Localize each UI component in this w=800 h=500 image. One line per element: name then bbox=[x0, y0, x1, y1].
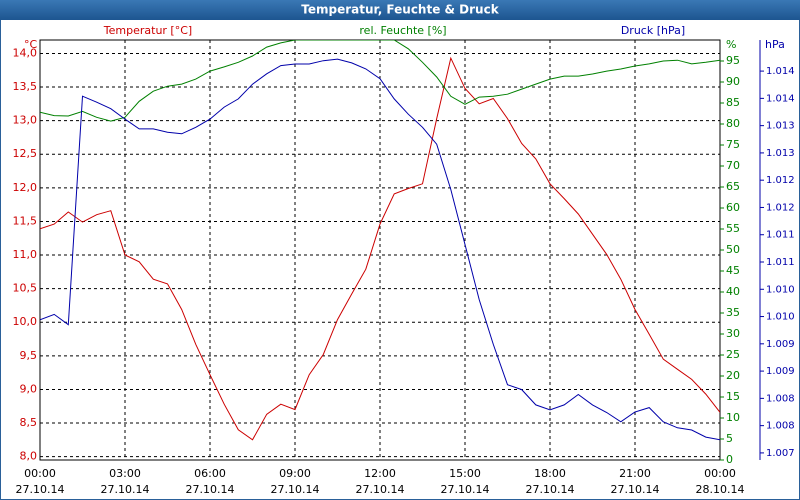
y3-tick-label: 1.014 bbox=[766, 93, 795, 104]
chart-title: Temperatur, Feuchte & Druck bbox=[301, 3, 499, 17]
y3-axis-title: Druck [hPa] bbox=[621, 24, 685, 37]
x-tick-label: 21:00 bbox=[619, 467, 651, 480]
x-tick-label: 15:00 bbox=[449, 467, 481, 480]
y-tick-label: 10,0 bbox=[13, 315, 38, 328]
y2-tick-label: 85 bbox=[726, 96, 740, 109]
x-tick-label: 06:00 bbox=[194, 467, 226, 480]
y2-tick-label: 75 bbox=[726, 138, 740, 151]
y3-tick-label: 1.013 bbox=[766, 121, 795, 132]
y3-tick-label: 1.014 bbox=[766, 66, 795, 77]
x-tick-label: 00:00 bbox=[704, 467, 736, 480]
y3-tick-label: 1.010 bbox=[766, 312, 795, 323]
y2-tick-label: 90 bbox=[726, 75, 740, 88]
x-tick-date: 27.10.14 bbox=[356, 483, 405, 496]
y-tick-label: 11,0 bbox=[13, 248, 38, 261]
x-tick-label: 00:00 bbox=[24, 467, 56, 480]
y2-tick-label: 25 bbox=[726, 348, 740, 361]
y2-unit: % bbox=[726, 38, 736, 51]
y-tick-label: 13,5 bbox=[13, 80, 38, 93]
y2-tick-label: 40 bbox=[726, 285, 740, 298]
y2-tick-label: 45 bbox=[726, 264, 740, 277]
y2-axis-title: rel. Feuchte [%] bbox=[359, 24, 446, 37]
y-tick-label: 12,5 bbox=[13, 147, 38, 160]
x-tick-date: 27.10.14 bbox=[526, 483, 575, 496]
y2-tick-label: 80 bbox=[726, 117, 740, 130]
y-tick-label: 14,0 bbox=[13, 46, 38, 59]
y2-tick-label: 70 bbox=[726, 159, 740, 172]
data-line bbox=[40, 58, 720, 441]
data-line bbox=[40, 40, 720, 122]
x-tick-label: 18:00 bbox=[534, 467, 566, 480]
y-tick-label: 13,0 bbox=[13, 114, 38, 127]
y2-tick-label: 30 bbox=[726, 327, 740, 340]
y2-tick-label: 5 bbox=[726, 432, 733, 445]
y3-unit: hPa bbox=[765, 38, 785, 51]
y3-tick-label: 1.011 bbox=[766, 230, 795, 241]
x-tick-date: 27.10.14 bbox=[441, 483, 490, 496]
y-tick-label: 8,5 bbox=[20, 416, 38, 429]
y3-tick-label: 1.008 bbox=[766, 393, 795, 404]
y2-tick-label: 15 bbox=[726, 390, 740, 403]
y2-tick-label: 50 bbox=[726, 243, 740, 256]
y2-tick-label: 60 bbox=[726, 201, 740, 214]
y2-tick-label: 20 bbox=[726, 369, 740, 382]
y-tick-label: 8,0 bbox=[20, 450, 38, 463]
x-tick-date: 27.10.14 bbox=[271, 483, 320, 496]
y2-tick-label: 55 bbox=[726, 222, 740, 235]
y-tick-label: 10,5 bbox=[13, 282, 38, 295]
data-line bbox=[40, 56, 720, 441]
y3-tick-label: 1.013 bbox=[766, 148, 795, 159]
y-tick-label: 9,5 bbox=[20, 349, 38, 362]
y-tick-label: 11,5 bbox=[13, 214, 38, 227]
y2-tick-label: 95 bbox=[726, 54, 740, 67]
y3-tick-label: 1.008 bbox=[766, 421, 795, 432]
y2-tick-label: 0 bbox=[726, 453, 733, 466]
x-tick-date: 28.10.14 bbox=[696, 483, 745, 496]
y2-tick-label: 10 bbox=[726, 411, 740, 424]
x-tick-date: 27.10.14 bbox=[16, 483, 65, 496]
y3-tick-label: 1.007 bbox=[766, 448, 795, 459]
y2-tick-label: 35 bbox=[726, 306, 740, 319]
x-tick-label: 12:00 bbox=[364, 467, 396, 480]
x-tick-label: 09:00 bbox=[279, 467, 311, 480]
y2-tick-label: 65 bbox=[726, 180, 740, 193]
y-tick-label: 9,0 bbox=[20, 382, 38, 395]
y3-tick-label: 1.011 bbox=[766, 257, 795, 268]
y-tick-label: 12,0 bbox=[13, 181, 38, 194]
y3-tick-label: 1.009 bbox=[766, 339, 795, 350]
y-axis-title: Temperatur [°C] bbox=[103, 24, 192, 37]
y3-tick-label: 1.009 bbox=[766, 366, 795, 377]
x-tick-label: 03:00 bbox=[109, 467, 141, 480]
x-tick-date: 27.10.14 bbox=[186, 483, 235, 496]
y3-tick-label: 1.012 bbox=[766, 175, 795, 186]
x-tick-date: 27.10.14 bbox=[101, 483, 150, 496]
y-unit: °C bbox=[24, 38, 38, 51]
y3-tick-label: 1.010 bbox=[766, 284, 795, 295]
title-bar bbox=[0, 0, 800, 20]
y3-tick-label: 1.012 bbox=[766, 202, 795, 213]
x-tick-date: 27.10.14 bbox=[611, 483, 660, 496]
